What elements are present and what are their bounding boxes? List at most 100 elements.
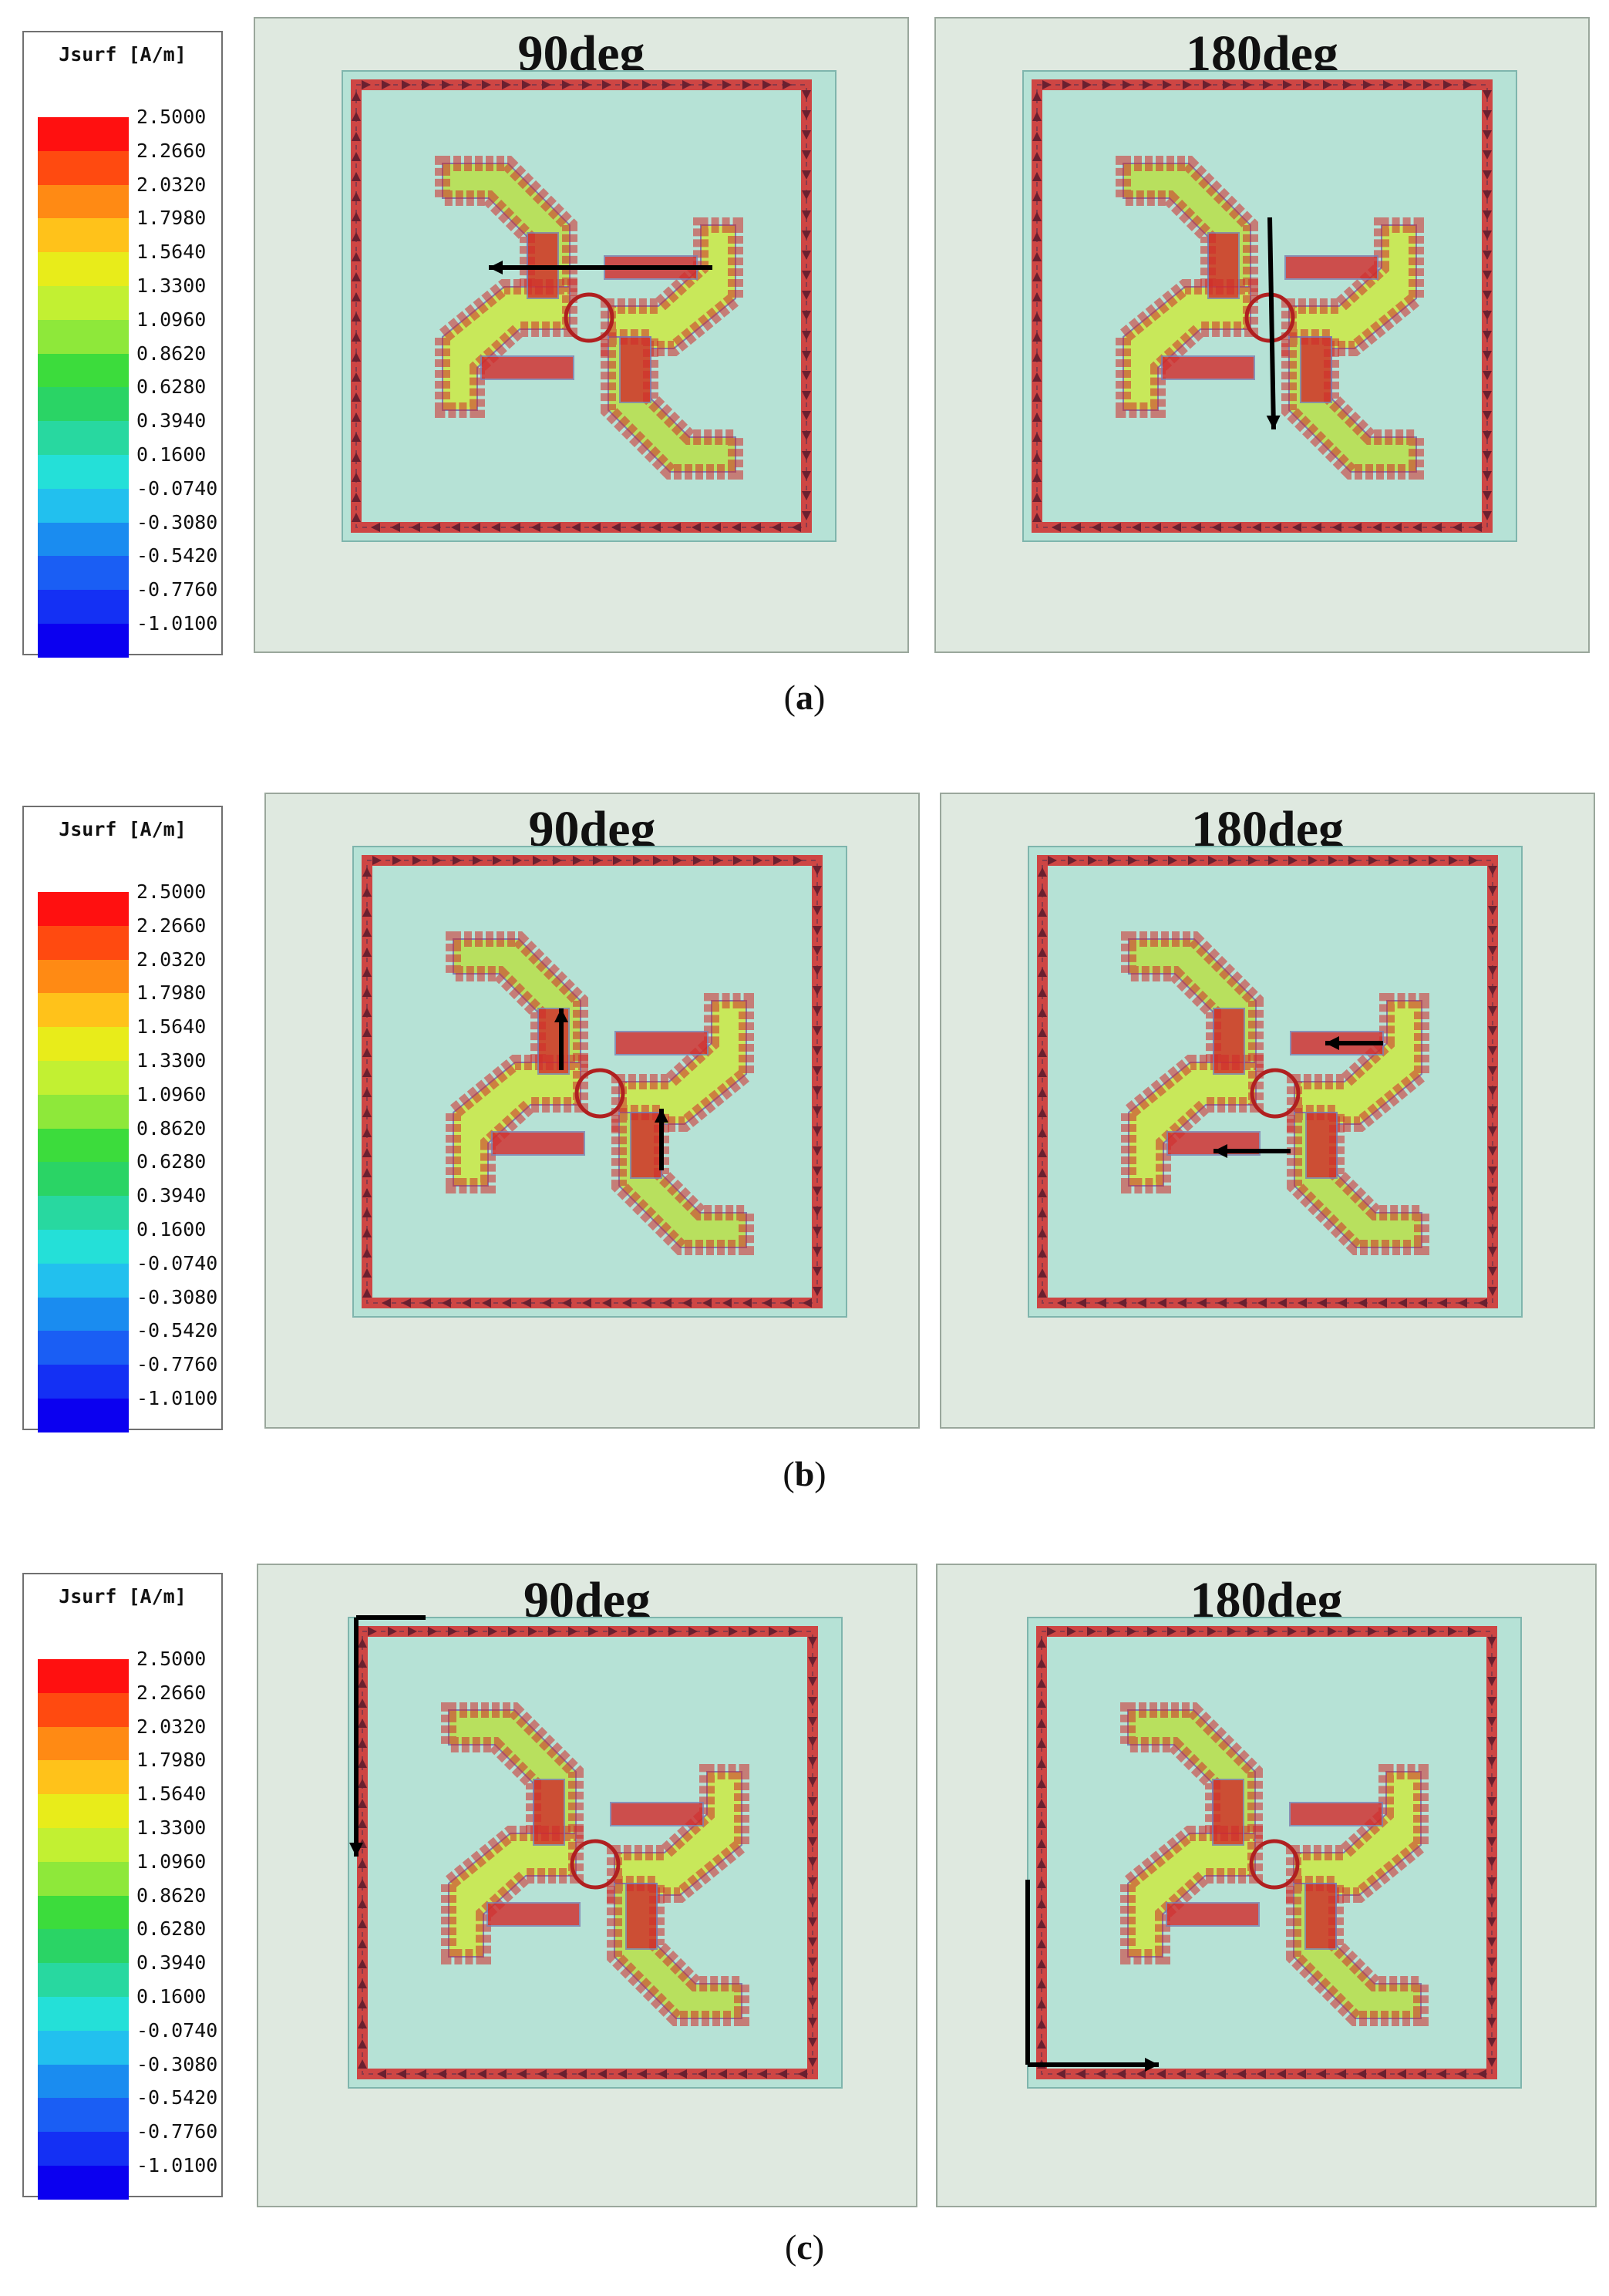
- current-arrow: [1488, 1207, 1497, 1216]
- direction-arrowhead: [349, 1843, 363, 1857]
- current-arrow: [1147, 1627, 1156, 1636]
- current-arrow: [802, 251, 811, 260]
- current-arrow: [352, 412, 361, 422]
- current-distribution-plot: [1022, 70, 1517, 542]
- legend-tick-label: 2.2660: [136, 1681, 207, 1704]
- current-arrow: [1338, 1298, 1347, 1308]
- outer-ring-current: [357, 1626, 818, 2079]
- spiral-arms: [1116, 156, 1424, 480]
- direction-arrows: [489, 261, 712, 274]
- current-arrow: [422, 80, 431, 89]
- current-arrow: [813, 1207, 822, 1216]
- current-arrow: [1449, 856, 1458, 865]
- feed-point: [564, 292, 614, 343]
- current-arrow: [1037, 1939, 1046, 1948]
- current-arrow: [648, 1627, 658, 1636]
- current-arrow: [802, 110, 811, 120]
- current-arrow: [1032, 292, 1042, 301]
- current-arrow: [808, 1757, 817, 1766]
- current-arrow: [1409, 856, 1418, 865]
- legend-swatch: [38, 1060, 129, 1095]
- current-arrow: [1032, 152, 1042, 161]
- current-arrow: [1423, 80, 1432, 89]
- current-arrow: [808, 1958, 817, 1967]
- current-arrow: [1047, 1627, 1056, 1636]
- legend-tick-label: 1.5640: [136, 1015, 207, 1039]
- current-arrow: [1483, 411, 1492, 420]
- panel-c-180deg: 180deg: [936, 1564, 1597, 2207]
- current-arrow: [1323, 80, 1332, 89]
- current-arrow: [1032, 433, 1042, 442]
- current-arrow: [358, 1939, 367, 1948]
- current-arrow: [1417, 2069, 1426, 2079]
- current-distribution-plot: [348, 1615, 843, 2089]
- current-arrow: [1487, 1697, 1496, 1706]
- current-arrow: [1312, 523, 1321, 532]
- current-arrow: [1096, 2069, 1106, 2079]
- legend-swatch: [38, 421, 129, 455]
- current-arrow: [352, 312, 361, 322]
- current-arrow: [733, 856, 742, 865]
- current-arrow: [658, 2069, 667, 2079]
- current-arrow: [758, 2069, 767, 2079]
- current-arrow: [802, 311, 811, 320]
- current-arrow: [1037, 1959, 1046, 1968]
- current-arrow: [1487, 1777, 1496, 1786]
- current-arrow: [1488, 926, 1497, 935]
- legend-tick-label: 2.2660: [136, 914, 207, 937]
- legend-swatch: [38, 285, 129, 320]
- current-arrow: [1132, 523, 1141, 532]
- legend-swatch: [38, 1996, 129, 2031]
- current-arrow: [742, 1298, 752, 1308]
- current-arrow: [808, 2038, 817, 2047]
- legend-tick-label: 0.6280: [136, 375, 207, 399]
- current-arrow: [362, 1288, 372, 1298]
- figure-caption: (c): [784, 2227, 825, 2267]
- direction-arrowhead: [554, 1008, 568, 1022]
- figure-caption: (b): [783, 1454, 826, 1493]
- current-arrow: [358, 1678, 367, 1688]
- current-arrow: [662, 1298, 672, 1308]
- current-arrow: [362, 948, 372, 957]
- figure-a-row: Jsurf [A/m] 2.5000 2.2660 2.0320 1.7980 1.56…: [0, 0, 1609, 740]
- current-arrow: [1463, 80, 1473, 89]
- current-arrow: [1408, 1627, 1417, 1636]
- current-arrow: [1076, 2069, 1086, 2079]
- current-arrow: [1483, 391, 1492, 400]
- stub-current: [1304, 1883, 1337, 1950]
- legend-swatch: [38, 353, 129, 388]
- current-arrow: [352, 493, 361, 502]
- current-arrow: [602, 80, 611, 89]
- panel-b-180deg: 180deg: [940, 793, 1595, 1429]
- current-arrow: [1148, 856, 1157, 865]
- legend-tick-label: -0.5420: [136, 1319, 218, 1342]
- direction-arrows: [1025, 1880, 1159, 2072]
- outer-ring-current: [351, 79, 812, 533]
- current-arrow: [1038, 867, 1047, 877]
- current-arrow: [633, 856, 642, 865]
- legend-swatch: [38, 2098, 129, 2133]
- legend-swatch: [38, 1895, 129, 1930]
- current-arrow: [713, 856, 722, 865]
- current-arrow: [358, 1999, 367, 2008]
- legend-title: Jsurf [A/m]: [59, 818, 187, 840]
- current-arrow: [783, 80, 792, 89]
- current-arrow: [437, 2069, 446, 2079]
- legend-swatch: [38, 488, 129, 523]
- legend-swatch: [38, 993, 129, 1028]
- outer-ring-current: [1037, 855, 1498, 1308]
- current-arrow: [1318, 1298, 1327, 1308]
- current-arrow: [813, 946, 822, 955]
- current-arrow: [802, 371, 811, 380]
- current-arrow: [473, 856, 482, 865]
- current-arrow: [1297, 2069, 1306, 2079]
- ring-arrow-marks: [1037, 1627, 1496, 2079]
- current-arrow: [1037, 1919, 1046, 1928]
- spiral-arms: [441, 1702, 749, 2026]
- legend-title: Jsurf [A/m]: [59, 1585, 187, 1608]
- current-arrow: [1188, 856, 1197, 865]
- current-arrow: [352, 112, 361, 121]
- current-arrow: [1032, 172, 1042, 181]
- current-arrow: [1038, 1288, 1047, 1298]
- current-arrow: [1223, 80, 1232, 89]
